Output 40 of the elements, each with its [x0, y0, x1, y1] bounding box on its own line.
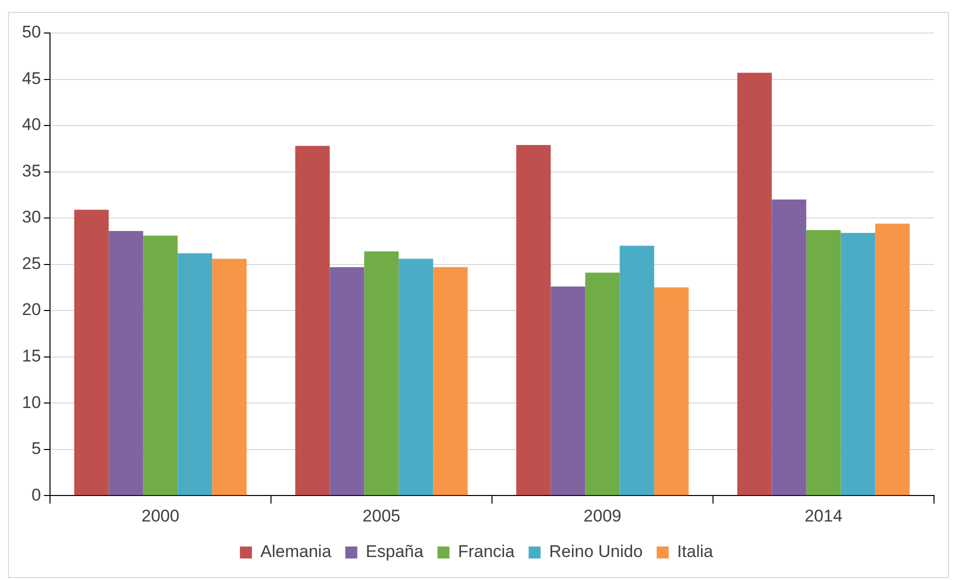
legend-label: Francia — [458, 542, 516, 562]
legend-label: Alemania — [260, 542, 332, 562]
bar — [108, 230, 144, 496]
legend-label: España — [366, 542, 424, 562]
bar — [74, 210, 109, 496]
x-tick-label: 2009 — [584, 506, 622, 526]
bar — [178, 253, 212, 496]
bar — [550, 286, 586, 496]
x-tick-label: 2014 — [804, 506, 842, 526]
bar — [212, 258, 247, 496]
y-tick-label: 0 — [31, 485, 41, 504]
y-tick-label: 30 — [22, 208, 41, 227]
bar — [875, 224, 910, 496]
y-tick-label: 45 — [22, 68, 41, 88]
y-tick-label: 25 — [22, 254, 41, 273]
bar — [840, 232, 876, 496]
bar — [143, 236, 178, 496]
bar — [330, 267, 364, 496]
bar — [398, 258, 434, 496]
bar — [516, 144, 551, 496]
legend-label: Italia — [677, 542, 714, 562]
x-tick-label: 2000 — [142, 506, 180, 526]
bar — [433, 267, 468, 496]
bar — [654, 287, 689, 496]
x-tick-label: 2005 — [362, 506, 400, 526]
y-tick-label: 50 — [22, 22, 41, 42]
y-tick-label: 20 — [22, 300, 41, 320]
bar — [737, 72, 772, 496]
bar — [772, 200, 806, 496]
bar — [585, 272, 620, 496]
bar — [295, 146, 330, 496]
y-tick-label: 5 — [31, 439, 41, 458]
y-tick-label: 40 — [22, 115, 41, 134]
bar — [806, 230, 841, 496]
legend-label: Reino Unido — [549, 542, 643, 562]
bar — [620, 246, 654, 496]
bar — [364, 251, 399, 496]
y-tick-label: 10 — [22, 392, 41, 412]
y-tick-label: 15 — [22, 346, 41, 366]
y-tick-label: 35 — [22, 161, 41, 180]
